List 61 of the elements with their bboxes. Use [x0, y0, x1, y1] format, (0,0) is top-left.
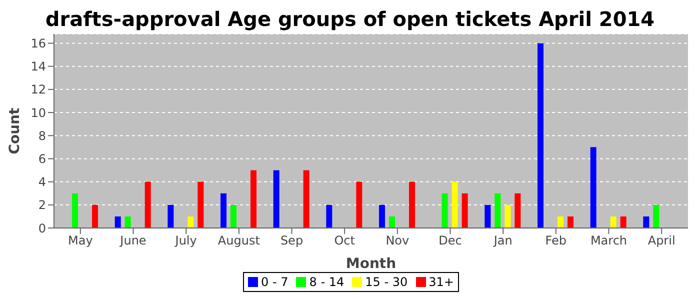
x-tick-label: July — [174, 234, 197, 248]
bar — [558, 216, 564, 228]
y-tick-label: 14 — [30, 60, 46, 74]
bar — [452, 182, 458, 228]
bar — [198, 182, 204, 228]
x-tick-label: Sep — [280, 234, 304, 248]
bar — [72, 193, 78, 228]
bar — [653, 204, 660, 228]
legend-label: 0 - 7 — [260, 275, 288, 289]
x-tick-label: June — [119, 234, 146, 248]
bar — [273, 170, 280, 228]
bar — [494, 193, 501, 228]
x-tick-label: Oct — [334, 234, 356, 248]
legend-label: 31+ — [428, 275, 454, 289]
bar — [220, 193, 226, 228]
x-tick-label: Feb — [545, 234, 567, 248]
bar — [590, 147, 596, 228]
bar — [643, 216, 650, 228]
y-tick-label: 16 — [30, 36, 46, 50]
bar — [568, 216, 574, 228]
chart-title: drafts-approval Age groups of open tickets April 2014 — [44, 7, 656, 33]
y-tick-label: 12 — [30, 82, 46, 97]
bar — [442, 193, 448, 228]
bar — [538, 43, 544, 228]
bar — [326, 204, 332, 228]
bar — [409, 182, 415, 228]
x-tick-label: Nov — [386, 234, 410, 248]
bar — [356, 182, 362, 228]
y-tick-label: 0 — [38, 221, 46, 236]
bar — [250, 170, 256, 228]
bar — [188, 216, 194, 228]
bar — [514, 193, 521, 228]
x-tick-label: Dec — [438, 234, 462, 248]
bar — [144, 182, 151, 228]
bar — [389, 216, 395, 228]
bar — [610, 216, 616, 228]
bar — [124, 216, 131, 228]
bar — [620, 216, 626, 228]
bar — [504, 204, 511, 228]
x-tick-label: April — [648, 234, 676, 248]
x-axis-title: Month — [346, 256, 396, 272]
y-tick-label: 10 — [30, 106, 46, 120]
y-tick-label: 6 — [38, 152, 46, 166]
bar — [303, 170, 310, 228]
y-axis-title: Count — [6, 107, 23, 154]
x-tick-label: August — [218, 234, 260, 248]
x-tick-label: Jan — [492, 234, 512, 248]
bar — [484, 204, 491, 228]
x-tick-label: March — [590, 234, 628, 248]
y-tick-label: 8 — [38, 128, 46, 143]
bar — [379, 204, 385, 228]
y-tick-label: 4 — [38, 175, 46, 190]
legend-label: 8 - 14 — [308, 275, 344, 289]
bar — [462, 193, 468, 228]
bar — [92, 204, 98, 228]
bar — [114, 216, 121, 228]
y-tick-label: 2 — [38, 198, 46, 212]
bar — [230, 204, 236, 228]
x-tick-label: May — [68, 234, 93, 248]
bar — [168, 204, 174, 228]
legend-label: 15 - 30 — [364, 275, 408, 289]
